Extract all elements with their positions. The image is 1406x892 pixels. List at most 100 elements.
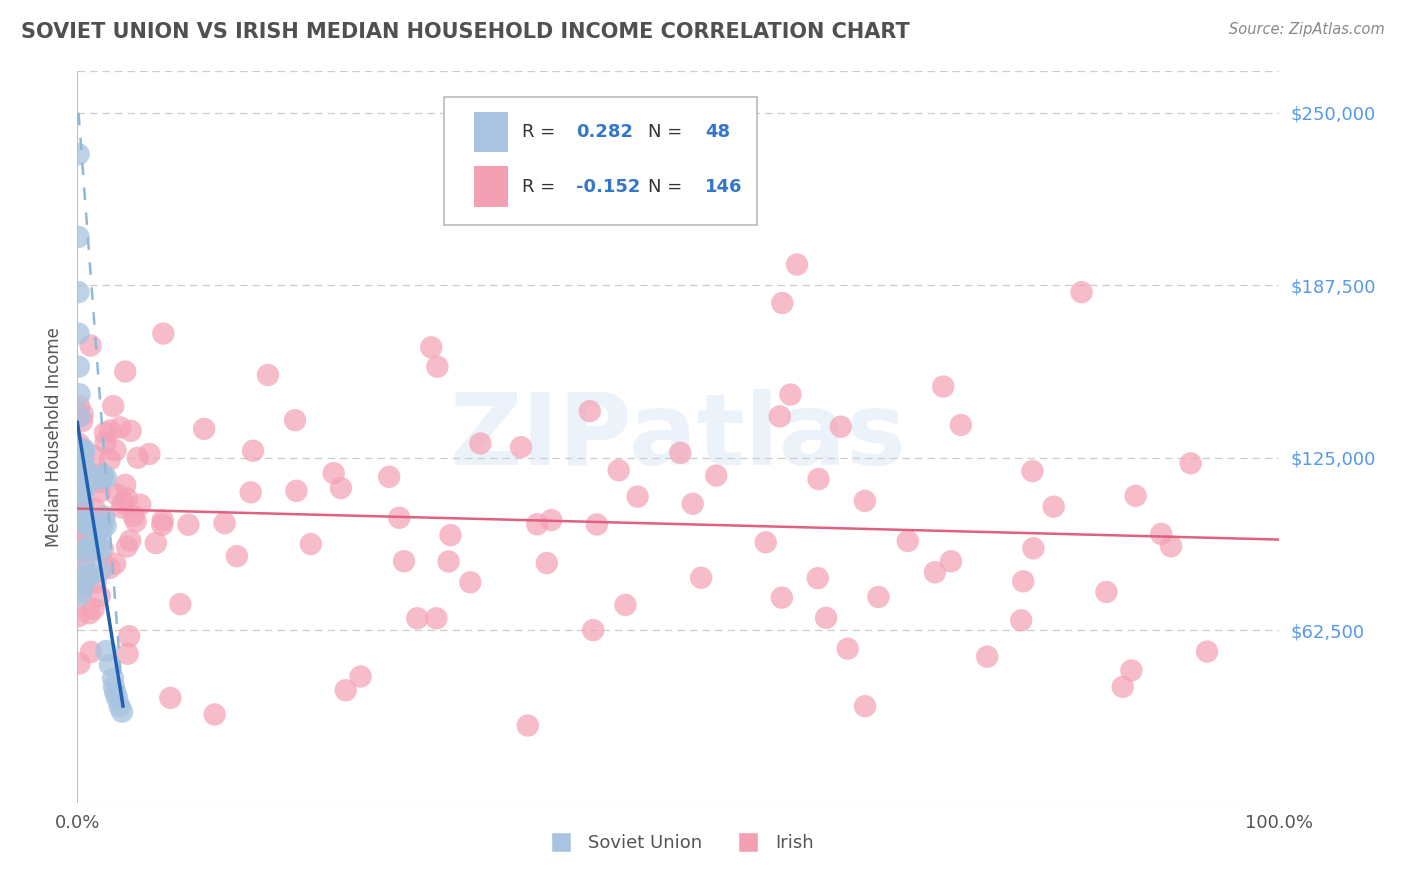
Point: [1160, 539, 1182, 553]
Text: 0.282: 0.282: [576, 123, 633, 141]
Point: [112, 496, 135, 510]
Point: [84, 526, 107, 541]
FancyBboxPatch shape: [444, 97, 756, 225]
Point: [932, 379, 955, 393]
Point: [425, 611, 447, 625]
Point: [406, 611, 429, 625]
Point: [69, 481, 91, 495]
Point: [72, 499, 94, 513]
Point: [70, 443, 93, 458]
Point: [89, 540, 111, 554]
Point: [1095, 585, 1118, 599]
Point: [1112, 680, 1135, 694]
Point: [89, 484, 111, 499]
Point: [90, 525, 112, 540]
Point: [67, 493, 90, 508]
Point: [72, 407, 94, 421]
Point: [470, 436, 492, 450]
Point: [89, 564, 111, 578]
Point: [73, 461, 96, 475]
Point: [93, 509, 115, 524]
Point: [769, 409, 792, 424]
Point: [80, 568, 103, 582]
Point: [73, 445, 96, 459]
Point: [69, 387, 91, 401]
Point: [129, 498, 152, 512]
Point: [329, 481, 352, 495]
Point: [76, 516, 98, 530]
Point: [257, 368, 280, 382]
Text: 146: 146: [704, 178, 742, 195]
Point: [73, 555, 96, 569]
Point: [669, 446, 692, 460]
Point: [96, 644, 118, 658]
Point: [67, 609, 90, 624]
Point: [335, 683, 357, 698]
Y-axis label: Median Household Income: Median Household Income: [45, 327, 63, 547]
Point: [786, 258, 808, 272]
Point: [67, 359, 90, 374]
Point: [837, 641, 859, 656]
Point: [120, 424, 142, 438]
Point: [69, 657, 91, 671]
Point: [284, 413, 307, 427]
Point: [607, 463, 630, 477]
Point: [939, 554, 962, 568]
Point: [388, 510, 411, 524]
Point: [70, 483, 93, 497]
Point: [1125, 489, 1147, 503]
Point: [770, 591, 793, 605]
Point: [193, 422, 215, 436]
Point: [225, 549, 247, 564]
Point: [70, 496, 93, 510]
Point: [299, 537, 322, 551]
Point: [437, 554, 460, 568]
Point: [70, 506, 93, 520]
Point: [510, 440, 533, 454]
Point: [67, 147, 90, 161]
Point: [1021, 464, 1043, 478]
Point: [75, 523, 97, 537]
Point: [83, 543, 105, 558]
Point: [72, 581, 94, 595]
Text: N =: N =: [648, 123, 689, 141]
Point: [89, 543, 111, 558]
Point: [67, 452, 90, 467]
Point: [79, 476, 101, 491]
Point: [94, 435, 117, 450]
Point: [75, 569, 97, 583]
Point: [159, 690, 181, 705]
Point: [111, 705, 134, 719]
Point: [1180, 456, 1202, 470]
Point: [536, 556, 558, 570]
FancyBboxPatch shape: [474, 167, 508, 207]
Point: [79, 607, 101, 621]
Point: [115, 540, 138, 554]
Point: [103, 399, 125, 413]
Point: [91, 521, 114, 535]
Point: [108, 699, 131, 714]
Point: [516, 718, 538, 732]
Point: [1197, 644, 1219, 658]
Point: [578, 404, 600, 418]
Point: [111, 500, 134, 515]
Point: [91, 467, 114, 482]
Text: -0.152: -0.152: [576, 178, 641, 195]
Point: [690, 571, 713, 585]
Point: [83, 449, 105, 463]
Point: [77, 541, 100, 556]
Point: [73, 442, 96, 457]
Point: [70, 585, 93, 599]
Point: [122, 509, 145, 524]
Point: [67, 437, 90, 451]
Point: [815, 611, 838, 625]
Point: [73, 461, 96, 475]
Text: SOVIET UNION VS IRISH MEDIAN HOUSEHOLD INCOME CORRELATION CHART: SOVIET UNION VS IRISH MEDIAN HOUSEHOLD I…: [21, 22, 910, 42]
Point: [117, 647, 139, 661]
Point: [868, 590, 890, 604]
Point: [114, 365, 136, 379]
Point: [1012, 574, 1035, 589]
Text: R =: R =: [522, 178, 561, 195]
Text: ZIPatlas: ZIPatlas: [450, 389, 907, 485]
Point: [67, 475, 90, 490]
